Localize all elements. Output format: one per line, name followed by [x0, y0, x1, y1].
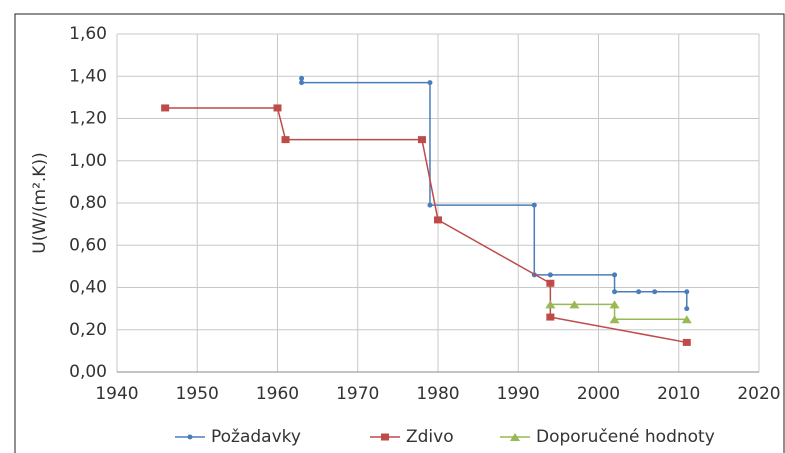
point	[427, 80, 433, 86]
point	[636, 289, 642, 295]
y-tick-label: 0,80	[69, 193, 107, 213]
x-tick-label: 1970	[336, 384, 379, 404]
point	[652, 289, 658, 295]
point	[682, 338, 691, 346]
point	[417, 136, 426, 144]
y-tick-label: 1,00	[69, 151, 107, 171]
point	[273, 104, 282, 112]
point	[281, 136, 290, 144]
point	[681, 315, 692, 324]
x-tick-label: 1940	[95, 384, 138, 404]
y-tick-label: 0,40	[69, 278, 107, 298]
point	[299, 80, 305, 86]
legend-label: Požadavky	[211, 427, 301, 447]
x-tick-label: 2010	[657, 384, 700, 404]
y-tick-label: 0,00	[69, 362, 107, 382]
point	[546, 313, 555, 321]
y-tick-label: 1,20	[69, 109, 107, 129]
x-tick-label: 1950	[176, 384, 219, 404]
point	[381, 433, 389, 441]
x-tick-label: 1990	[497, 384, 540, 404]
point	[569, 300, 580, 309]
point	[684, 306, 690, 312]
point	[510, 433, 520, 441]
point	[545, 300, 556, 309]
point	[187, 434, 193, 440]
point	[609, 315, 620, 324]
point	[427, 202, 433, 208]
point	[547, 272, 553, 278]
point	[299, 75, 305, 81]
point	[434, 216, 442, 224]
y-tick-label: 1,40	[69, 66, 107, 86]
point	[531, 202, 537, 208]
point	[609, 300, 620, 309]
series-line	[300, 78, 688, 309]
point	[546, 279, 555, 287]
point	[612, 289, 618, 295]
y-tick-label: 1,60	[69, 24, 107, 44]
point	[161, 104, 170, 112]
legend-label: Doporučené hodnoty	[536, 427, 715, 447]
x-tick-label: 2020	[737, 384, 780, 404]
series-line	[165, 107, 687, 344]
frame	[14, 13, 785, 453]
x-tick-label: 1960	[256, 384, 299, 404]
y-tick-label: 0,20	[69, 320, 107, 340]
y-tick-label: 0,60	[69, 235, 107, 255]
x-tick-label: 2000	[577, 384, 620, 404]
point	[612, 272, 618, 278]
legend-label: Zdivo	[406, 427, 454, 447]
y-axis-label: U(W/(m².K))	[30, 152, 50, 253]
point	[684, 289, 690, 295]
x-tick-label: 1980	[416, 384, 459, 404]
